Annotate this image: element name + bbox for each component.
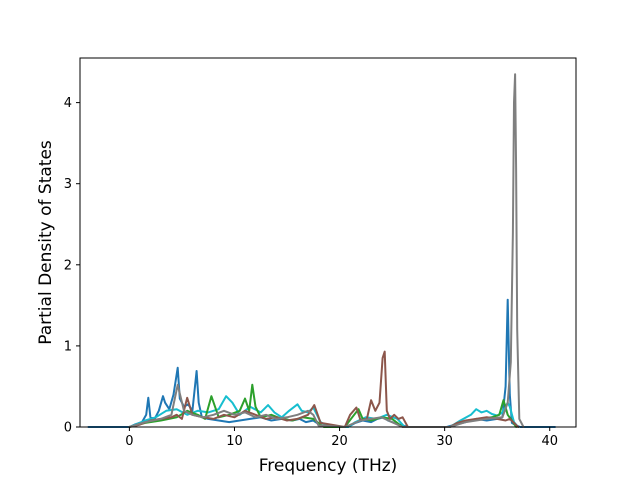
x-tick-label: 40	[541, 434, 558, 449]
plot-area	[80, 58, 576, 427]
y-tick-label: 3	[64, 177, 72, 192]
x-tick-label: 30	[436, 434, 453, 449]
axes-frame	[79, 57, 577, 428]
x-axis-ticks: 0 10 20 30 40	[125, 427, 558, 449]
y-axis-label: Partial Density of States	[36, 140, 56, 345]
series-layer	[87, 73, 556, 428]
x-tick-label: 20	[331, 434, 348, 449]
y-tick-label: 1	[64, 339, 72, 354]
x-axis-label: Frequency (THz)	[259, 456, 398, 476]
y-tick-label: 2	[64, 258, 72, 273]
y-axis-ticks: 0 1 2 3 4	[64, 96, 80, 436]
x-tick-label: 10	[226, 434, 243, 449]
y-tick-label: 4	[64, 96, 72, 111]
y-tick-label: 0	[64, 421, 72, 436]
series-line-4	[128, 350, 520, 428]
series-line-5	[128, 73, 525, 428]
x-tick-label: 0	[125, 434, 133, 449]
